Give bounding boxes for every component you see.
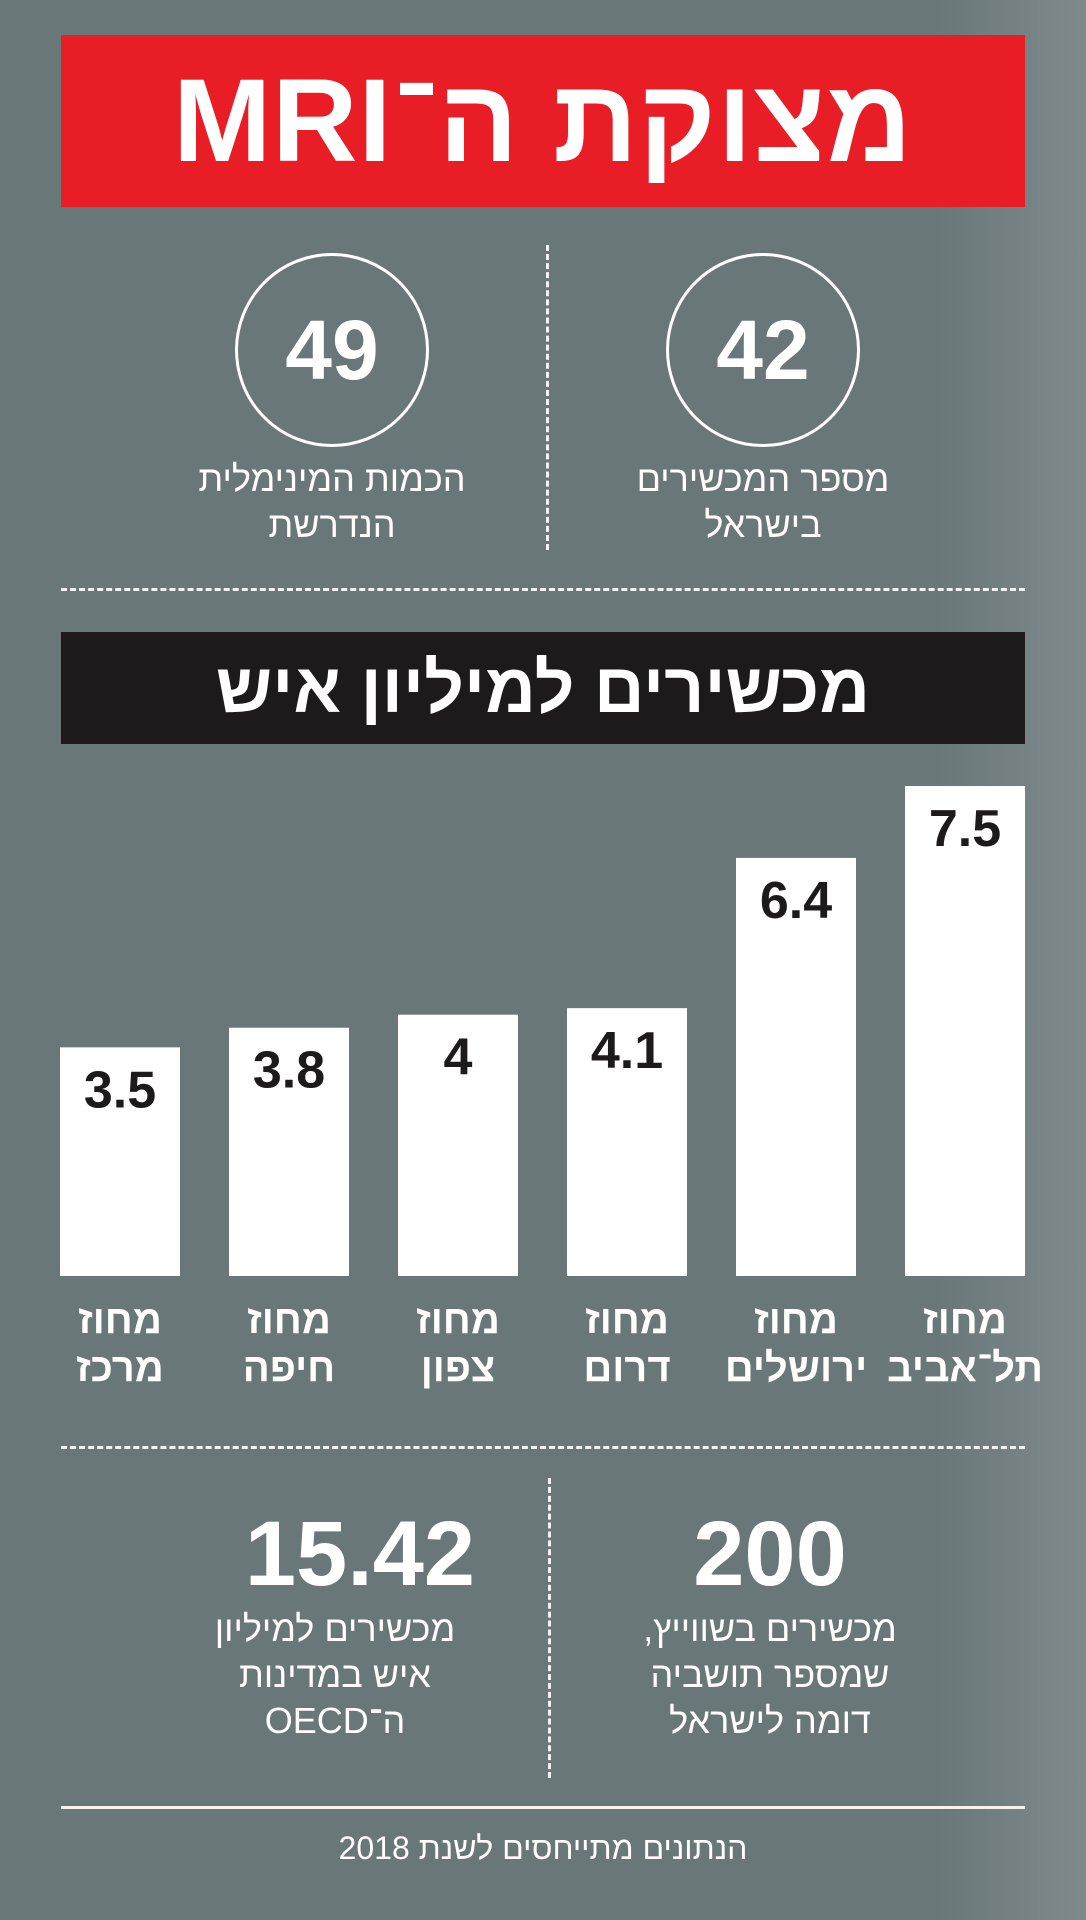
bar-1 [736,857,856,1276]
category-label-0-line-1: תל־אביב [887,1346,1043,1390]
category-label-5-line-1: מרכז [76,1346,164,1390]
category-label-3-line-0: מחוז [416,1298,500,1342]
stat-label-devices: מספר המכשירים בישראל [636,458,890,545]
bar-5 [60,1047,180,1276]
section-divider-top [61,588,1025,591]
stat-circle-minimum: 49 [235,253,429,447]
title-banner: מצוקת ה־MRI [61,35,1025,207]
category-label-1-line-1: ירושלים [725,1346,867,1390]
category-label-4-line-1: חיפה [243,1346,335,1390]
category-label-2-line-0: מחוז [585,1298,669,1342]
bar-chart: 7.5מחוזתל־אביב6.4מחוזירושלים4.1מחוזדרום4… [60,786,1043,1390]
swiss-devices-value: 200 [693,1503,847,1605]
oecd-value: 15.42 [244,1503,476,1605]
category-label-0-line-0: מחוז [923,1298,1007,1342]
stat-label-minimum: הכמות המינימלית הנדרשת [198,458,466,545]
chart-title: מכשירים למיליון איש [215,649,871,727]
bar-2 [567,1008,687,1276]
bar-0 [905,786,1025,1276]
bar-value-label-0: 7.5 [929,800,1001,858]
bar-value-label-5: 3.5 [84,1061,156,1119]
stat-value-minimum: 49 [285,303,379,397]
bar-value-label-3: 4 [444,1029,473,1087]
page-title: מצוקת ה־MRI [173,55,913,187]
footer-divider [61,1806,1025,1809]
bar-4 [229,1027,349,1276]
footer-note: הנתונים מתייחסים לשנת 2018 [338,1830,748,1866]
category-label-2-line-1: דרום [583,1346,670,1390]
bottom-divider [548,1478,551,1778]
bar-value-label-2: 4.1 [591,1022,663,1080]
category-label-3-line-1: צפון [421,1346,496,1390]
category-label-1-line-0: מחוז [754,1298,838,1342]
stat-circle-devices: 42 [666,253,860,447]
chart-title-banner: מכשירים למיליון איש [61,632,1025,744]
stats-divider [546,245,549,550]
category-label-5-line-0: מחוז [78,1298,162,1342]
swiss-devices-label: מכשירים בשווייץ, שמספר תושביה דומה לישרא… [643,1608,897,1741]
category-label-4-line-0: מחוז [247,1298,331,1342]
section-divider-bottom [61,1446,1025,1449]
bar-value-label-4: 3.8 [253,1042,325,1100]
stat-value-devices: 42 [716,303,810,397]
bar-3 [398,1014,518,1276]
oecd-label: מכשירים למיליון איש במדינות ה־OECD [214,1608,456,1741]
bar-value-label-1: 6.4 [760,872,832,930]
